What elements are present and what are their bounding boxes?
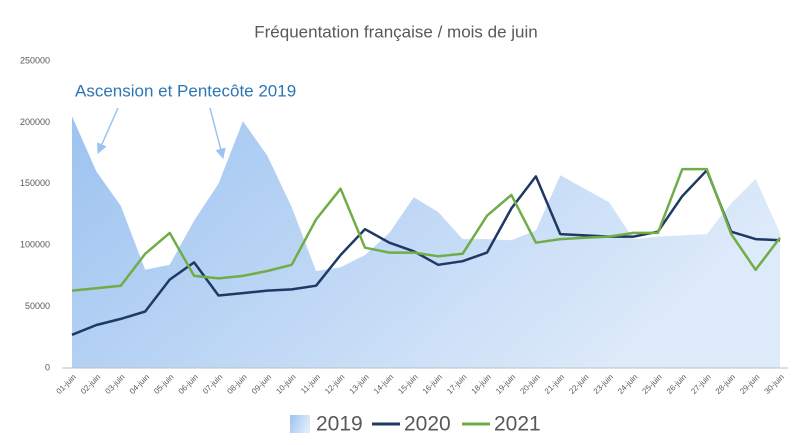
- x-tick-label: 30-juin: [763, 373, 786, 396]
- x-tick-label: 21-juin: [543, 373, 566, 396]
- x-tick-label: 07-juin: [201, 373, 224, 396]
- x-tick-label: 09-juin: [250, 373, 273, 396]
- legend-label: 2021: [494, 413, 541, 436]
- y-tick-label: 0: [45, 362, 50, 372]
- x-tick-label: 03-juin: [103, 373, 126, 396]
- plot: 0 50000 100000 150000 200000 250000 01-juin 02-…: [20, 55, 788, 396]
- x-tick-label: 19-juin: [494, 373, 517, 396]
- x-tick-label: 05-juin: [152, 373, 175, 396]
- area: [72, 116, 780, 368]
- x-tick-label: 15-juin: [396, 373, 419, 396]
- annotation-arrow: [209, 107, 226, 160]
- line: [71, 169, 781, 336]
- annotation: Ascension et Pentecôte 2019: [75, 81, 296, 100]
- chart-title: Fréquentation française / mois de juin: [254, 22, 538, 41]
- line: [71, 167, 781, 292]
- x-tick-label: 14-juin: [372, 373, 395, 396]
- y-tick-label: 200000: [20, 117, 50, 127]
- x-tick-label: 25-juin: [640, 373, 663, 396]
- x-tick-label: 04-juin: [128, 373, 151, 396]
- x-tick-label: 17-juin: [445, 373, 468, 396]
- x-tick-label: 08-juin: [225, 373, 248, 396]
- x-tick-label: 10-juin: [274, 373, 297, 396]
- x-tick-label: 06-juin: [177, 373, 200, 396]
- y-tick-label: 50000: [25, 301, 50, 311]
- y-tick-label: 250000: [20, 55, 50, 65]
- x-tick-label: 22-juin: [567, 373, 590, 396]
- legend-swatch: [290, 415, 310, 433]
- y-tick-label: 150000: [20, 178, 50, 188]
- x-tick-label: 13-juin: [348, 373, 371, 396]
- x-tick-label: 28-juin: [714, 373, 737, 396]
- legend-label: 2019: [316, 413, 363, 436]
- x-tick-label: 11-juin: [299, 373, 322, 396]
- legend-label: 2020: [404, 413, 451, 436]
- y-tick-label: 100000: [20, 240, 50, 250]
- x-tick-label: 26-juin: [665, 373, 688, 396]
- x-tick-label: 24-juin: [616, 373, 639, 396]
- x-tick-label: 18-juin: [470, 373, 493, 396]
- x-tick-label: 12-juin: [323, 373, 346, 396]
- x-tick-label: 02-juin: [79, 373, 102, 396]
- annotation-arrow: [97, 107, 119, 154]
- x-tick-label: 29-juin: [738, 373, 761, 396]
- x-tick-label: 01-juin: [55, 373, 78, 396]
- x-tick-label: 23-juin: [592, 373, 615, 396]
- x-tick-label: 27-juin: [689, 373, 712, 396]
- x-tick-label: 16-juin: [421, 373, 444, 396]
- x-tick-label: 20-juin: [518, 373, 541, 396]
